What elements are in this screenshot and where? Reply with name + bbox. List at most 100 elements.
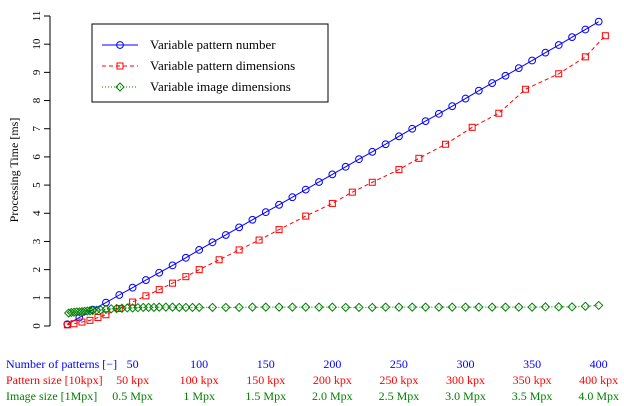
data-point (128, 283, 137, 292)
x-tick-label: 400 (590, 357, 608, 371)
y-tick-label: 8 (31, 97, 43, 103)
data-point (261, 302, 271, 312)
x-tick-label: 250 (390, 357, 408, 371)
data-point (421, 117, 430, 126)
data-point (182, 273, 190, 281)
data-point (169, 279, 177, 287)
data-point (461, 94, 470, 103)
data-point (568, 33, 576, 42)
y-tick-label: 10 (31, 38, 43, 50)
data-point (288, 193, 297, 202)
data-point (380, 302, 391, 312)
x-row-label: Pattern size [10kpx] (6, 373, 103, 387)
y-tick-label: 11 (31, 11, 43, 22)
legend-label: Variable pattern dimensions (150, 58, 295, 73)
data-point (368, 147, 377, 156)
series-2 (63, 300, 604, 318)
data-point (86, 316, 94, 324)
data-point (474, 86, 483, 95)
data-point (355, 155, 363, 164)
data-point (554, 302, 564, 312)
data-point (528, 56, 536, 65)
data-point (348, 188, 356, 196)
x-tick-label: 2.5 Mpx (379, 389, 420, 403)
x-tick-label: 300 (457, 357, 475, 371)
y-tick-label: 1 (31, 295, 43, 301)
x-tick-label: 150 (257, 357, 275, 371)
data-point (149, 302, 159, 313)
y-axis: 0 1 2 3 4 5 6 7 8 9 10 11 (31, 11, 51, 329)
legend-label: Variable pattern number (150, 37, 276, 52)
legend-label: Variable image dimensions (150, 79, 291, 94)
data-point (514, 64, 523, 73)
data-point (341, 162, 350, 171)
data-point (154, 302, 164, 312)
series-line (67, 21, 599, 325)
data-point (195, 266, 203, 274)
data-point (521, 85, 529, 93)
y-axis-label: Processing Time [ms] (7, 118, 21, 223)
data-point (63, 321, 71, 329)
data-point (287, 302, 298, 312)
data-point (74, 307, 85, 317)
data-point (181, 253, 190, 262)
data-point (501, 71, 510, 80)
data-point (174, 302, 184, 313)
data-point (87, 305, 98, 316)
x-tick-label: 1.5 Mpx (245, 389, 286, 403)
x-tick-label: 250 kpx (379, 373, 418, 387)
data-point (581, 53, 589, 61)
data-point (235, 246, 243, 254)
data-point (215, 256, 223, 264)
data-point (468, 123, 476, 131)
data-point (447, 302, 457, 312)
data-point (434, 302, 444, 312)
data-point (327, 302, 338, 312)
data-point (85, 306, 95, 316)
data-point (487, 302, 497, 312)
data-point (115, 82, 125, 92)
data-point (407, 302, 417, 312)
data-point (195, 246, 204, 254)
data-point (143, 302, 154, 313)
x-tick-label: 4.0 Mpx (578, 389, 619, 403)
series-0 (63, 17, 603, 329)
data-point (555, 70, 563, 78)
legend: Variable pattern number Variable pattern … (91, 23, 329, 103)
x-tick-label: 1 Mpx (183, 389, 215, 403)
data-point (434, 109, 443, 118)
data-point (580, 301, 591, 311)
data-point (567, 302, 577, 312)
data-point (142, 292, 150, 300)
data-point (395, 132, 403, 141)
x-tick-label: 100 kpx (180, 373, 219, 387)
data-point (275, 226, 283, 234)
y-tick-label: 6 (31, 154, 43, 160)
data-point (300, 302, 311, 312)
x-row-label: Image size [1Mpx] (6, 389, 97, 403)
x-tick-label: 3.5 Mpx (512, 389, 553, 403)
data-point (500, 302, 511, 312)
data-point (102, 311, 110, 319)
data-point (70, 320, 78, 328)
data-point (474, 302, 484, 312)
data-point (408, 124, 417, 133)
data-point (415, 154, 423, 162)
data-point (115, 291, 124, 299)
data-point (488, 79, 497, 87)
data-point (581, 25, 590, 34)
x-tick-label: 400 kpx (579, 373, 618, 387)
y-tick-label: 3 (31, 238, 43, 244)
y-tick-label: 4 (31, 210, 43, 216)
data-point (340, 302, 351, 313)
data-point (187, 302, 198, 313)
y-tick-label: 0 (31, 323, 43, 329)
x-row-label: Number of patterns [−] (6, 357, 117, 371)
x-tick-label: 2.0 Mpx (312, 389, 353, 403)
y-tick-label: 7 (31, 125, 43, 131)
data-point (460, 302, 471, 312)
data-point (181, 302, 191, 313)
data-point (94, 314, 102, 322)
data-point (527, 302, 537, 312)
x-axis-rows: Number of patterns [−] 50 100 150 200 250 300 3… (6, 357, 619, 403)
